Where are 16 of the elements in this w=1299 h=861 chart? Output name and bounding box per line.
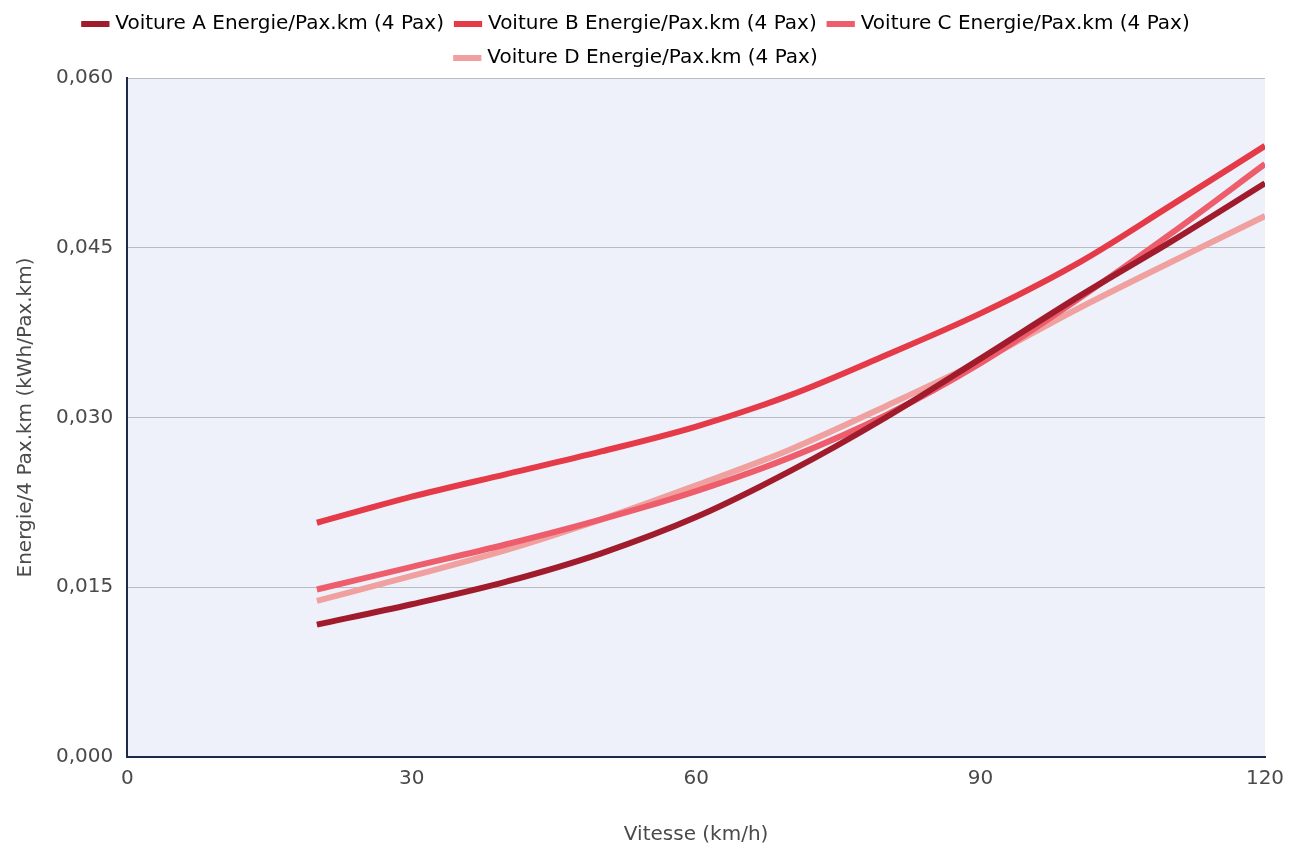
legend-label: Voiture B Energie/Pax.km (4 Pax): [488, 10, 817, 35]
x-tick-label: 60: [683, 765, 709, 790]
legend-label: Voiture D Energie/Pax.km (4 Pax): [487, 44, 818, 69]
legend-label: Voiture A Energie/Pax.km (4 Pax): [115, 10, 444, 35]
y-tick-label: 0,060: [55, 64, 114, 89]
y-tick-label: 0,045: [55, 233, 114, 258]
x-tick-label: 90: [967, 765, 994, 790]
y-axis-title: Energie/4 Pax.km (kWh/Pax.km): [12, 257, 37, 578]
y-tick-label: 0,030: [55, 403, 114, 428]
x-tick-label: 120: [1245, 765, 1285, 790]
x-tick-label: 30: [398, 765, 425, 790]
x-axis-title: Vitesse (km/h): [623, 821, 769, 846]
y-tick-label: 0,000: [55, 743, 114, 768]
legend-label: Voiture C Energie/Pax.km (4 Pax): [860, 10, 1190, 35]
y-tick-label: 0,015: [55, 573, 114, 598]
x-tick-label: 0: [120, 765, 134, 790]
